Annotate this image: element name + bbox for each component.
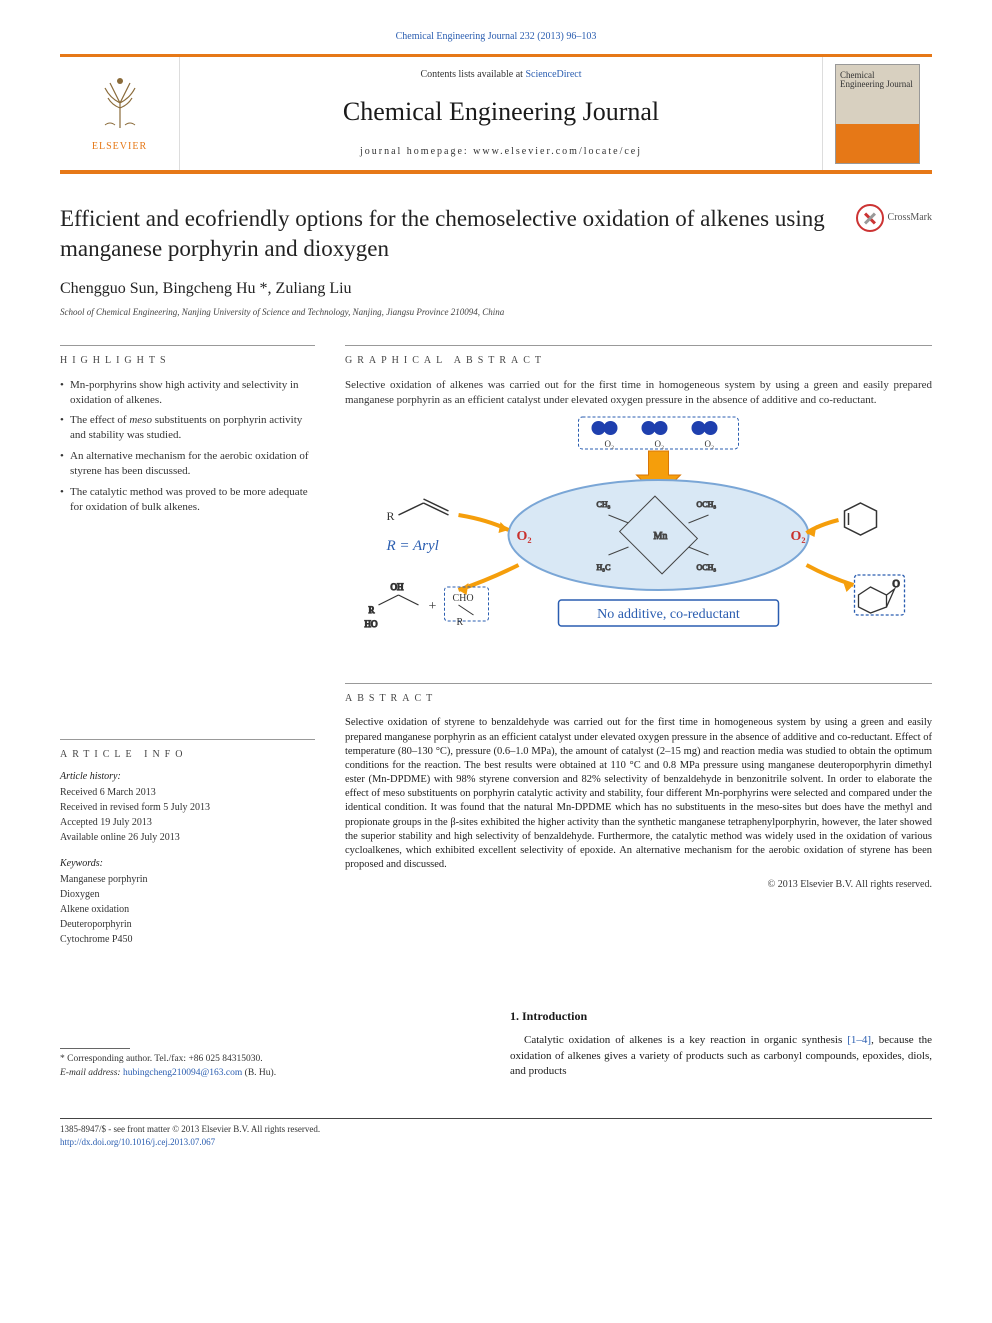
contents-prefix: Contents lists available at: [420, 69, 525, 80]
journal-cover-thumbnail: Chemical Engineering Journal: [835, 64, 920, 164]
affiliation: School of Chemical Engineering, Nanjing …: [60, 306, 932, 319]
graphical-abstract-figure: O₂ O₂ O₂ Mn OCH₃ OCH₃ CH₃: [345, 415, 932, 633]
title-row: Efficient and ecofriendly options for th…: [60, 204, 932, 264]
history-line: Received 6 March 2013: [60, 786, 315, 800]
journal-masthead: ELSEVIER Contents lists available at Sci…: [60, 54, 932, 174]
issn-line: 1385-8947/$ - see front matter © 2013 El…: [60, 1123, 932, 1136]
intro-paragraph: Catalytic oxidation of alkenes is a key …: [510, 1033, 932, 1079]
graphical-abstract-heading: graphical abstract: [345, 345, 932, 368]
article-history-label: Article history:: [60, 770, 315, 784]
journal-homepage: journal homepage: www.elsevier.com/locat…: [360, 145, 642, 159]
article-info-heading: article info: [60, 739, 315, 762]
graphical-abstract-caption: Selective oxidation of alkenes was carri…: [345, 378, 932, 408]
crossmark-badge[interactable]: CrossMark: [856, 204, 932, 232]
svg-text:+: +: [429, 599, 437, 614]
masthead-center: Contents lists available at ScienceDirec…: [180, 57, 822, 170]
email-suffix: (B. Hu).: [242, 1068, 276, 1078]
svg-text:O: O: [893, 579, 900, 590]
svg-text:O₂: O₂: [705, 439, 715, 449]
svg-text:R: R: [457, 617, 464, 628]
no-additive-label: No additive, co-reductant: [597, 607, 740, 622]
crossmark-icon: [856, 204, 884, 232]
svg-text:R: R: [387, 509, 395, 523]
article-body: Efficient and ecofriendly options for th…: [0, 174, 992, 1100]
svg-text:Mn: Mn: [654, 531, 668, 542]
email-line: E-mail address: hubingcheng210094@163.co…: [60, 1067, 480, 1080]
email-label: E-mail address:: [60, 1068, 123, 1078]
svg-text:HO: HO: [365, 619, 378, 629]
svg-text:R = Aryl: R = Aryl: [386, 538, 439, 554]
svg-text:R: R: [369, 605, 375, 615]
intro-text-prefix: Catalytic oxidation of alkenes is a key …: [524, 1034, 847, 1046]
article-title: Efficient and ecofriendly options for th…: [60, 204, 836, 264]
svg-text:H₃C: H₃C: [597, 563, 611, 572]
highlights-heading: highlights: [60, 345, 315, 368]
sciencedirect-link[interactable]: ScienceDirect: [525, 69, 581, 80]
doi-link[interactable]: http://dx.doi.org/10.1016/j.cej.2013.07.…: [60, 1137, 215, 1147]
highlights-graphical-row: highlights Mn-porphyrins show high activ…: [60, 345, 932, 634]
elsevier-logo: ELSEVIER: [90, 73, 150, 154]
abstract-heading: abstract: [345, 683, 932, 706]
svg-text:OCH₃: OCH₃: [697, 500, 717, 509]
running-header: Chemical Engineering Journal 232 (2013) …: [0, 0, 992, 44]
svg-text:O₂: O₂: [605, 439, 615, 449]
history-line: Received in revised form 5 July 2013: [60, 801, 315, 815]
journal-title: Chemical Engineering Journal: [343, 94, 659, 130]
history-line: Accepted 19 July 2013: [60, 816, 315, 830]
intro-ref-link[interactable]: [1–4]: [847, 1034, 871, 1046]
footnote-rule: [60, 1048, 130, 1049]
graphical-abstract-column: graphical abstract Selective oxidation o…: [345, 345, 932, 634]
abstract-copyright: © 2013 Elsevier B.V. All rights reserved…: [345, 878, 932, 892]
svg-text:O₂: O₂: [791, 529, 806, 544]
article-info-column: article info Article history: Received 6…: [60, 739, 315, 948]
intro-heading: 1. Introduction: [510, 1008, 932, 1025]
highlight-item: The effect of meso substituents on porph…: [60, 413, 315, 443]
keyword: Alkene oxidation: [60, 903, 315, 917]
abstract-column: abstract Selective oxidation of styrene …: [345, 683, 932, 948]
svg-text:OH: OH: [391, 582, 404, 592]
highlight-item: Mn-porphyrins show high activity and sel…: [60, 378, 315, 408]
keyword: Manganese porphyrin: [60, 873, 315, 887]
crossmark-label: CrossMark: [888, 211, 932, 225]
footnote-block: * Corresponding author. Tel./fax: +86 02…: [60, 1008, 480, 1080]
abstract-text: Selective oxidation of styrene to benzal…: [345, 716, 932, 872]
svg-text:CHO: CHO: [453, 593, 474, 604]
intro-footnote-row: * Corresponding author. Tel./fax: +86 02…: [60, 1008, 932, 1080]
highlight-item: The catalytic method was proved to be mo…: [60, 485, 315, 515]
elsevier-tree-icon: [90, 73, 150, 133]
citation-text: Chemical Engineering Journal 232 (2013) …: [396, 31, 597, 42]
svg-text:O₂: O₂: [655, 439, 665, 449]
footnote-column: * Corresponding author. Tel./fax: +86 02…: [60, 1008, 480, 1080]
publisher-name: ELSEVIER: [90, 140, 150, 154]
corresponding-author-note: * Corresponding author. Tel./fax: +86 02…: [60, 1053, 480, 1066]
page-footer: 1385-8947/$ - see front matter © 2013 El…: [60, 1118, 932, 1148]
svg-text:O₂: O₂: [517, 529, 532, 544]
keywords-label: Keywords:: [60, 857, 315, 871]
publisher-logo-cell: ELSEVIER: [60, 57, 180, 170]
authors-line: Chengguo Sun, Bingcheng Hu *, Zuliang Li…: [60, 278, 932, 300]
introduction-column: 1. Introduction Catalytic oxidation of a…: [510, 1008, 932, 1080]
keyword: Deuteroporphyrin: [60, 918, 315, 932]
email-link[interactable]: hubingcheng210094@163.com: [123, 1068, 242, 1078]
keyword: Cytochrome P450: [60, 933, 315, 947]
info-abstract-row: article info Article history: Received 6…: [60, 659, 932, 948]
highlight-item: An alternative mechanism for the aerobic…: [60, 449, 315, 479]
contents-line: Contents lists available at ScienceDirec…: [420, 68, 581, 82]
keyword: Dioxygen: [60, 888, 315, 902]
svg-text:CH₃: CH₃: [597, 500, 611, 509]
history-line: Available online 26 July 2013: [60, 831, 315, 845]
journal-cover-title: Chemical Engineering Journal: [840, 71, 915, 91]
keywords-block: Keywords: Manganese porphyrin Dioxygen A…: [60, 857, 315, 947]
journal-cover-cell: Chemical Engineering Journal: [822, 57, 932, 170]
svg-text:OCH₃: OCH₃: [697, 563, 717, 572]
highlights-column: highlights Mn-porphyrins show high activ…: [60, 345, 315, 634]
highlights-list: Mn-porphyrins show high activity and sel…: [60, 378, 315, 515]
